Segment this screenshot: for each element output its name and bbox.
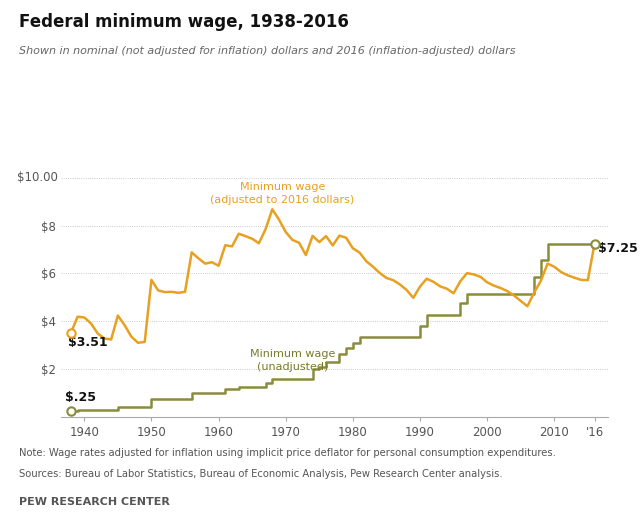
Text: Sources: Bureau of Labor Statistics, Bureau of Economic Analysis, Pew Research C: Sources: Bureau of Labor Statistics, Bur… xyxy=(19,469,503,479)
Text: Minimum wage
(unadjusted): Minimum wage (unadjusted) xyxy=(250,349,335,372)
Text: $.25: $.25 xyxy=(65,391,97,404)
Text: PEW RESEARCH CENTER: PEW RESEARCH CENTER xyxy=(19,497,170,507)
Text: $7.25: $7.25 xyxy=(598,242,637,255)
Text: Federal minimum wage, 1938-2016: Federal minimum wage, 1938-2016 xyxy=(19,13,349,31)
Text: Shown in nominal (not adjusted for inflation) dollars and 2016 (inflation-adjust: Shown in nominal (not adjusted for infla… xyxy=(19,46,516,55)
Text: Minimum wage
(adjusted to 2016 dollars): Minimum wage (adjusted to 2016 dollars) xyxy=(211,182,355,205)
Text: $3.51: $3.51 xyxy=(67,336,107,349)
Text: $10.00: $10.00 xyxy=(17,171,58,184)
Text: Note: Wage rates adjusted for inflation using implicit price deflator for person: Note: Wage rates adjusted for inflation … xyxy=(19,448,556,458)
